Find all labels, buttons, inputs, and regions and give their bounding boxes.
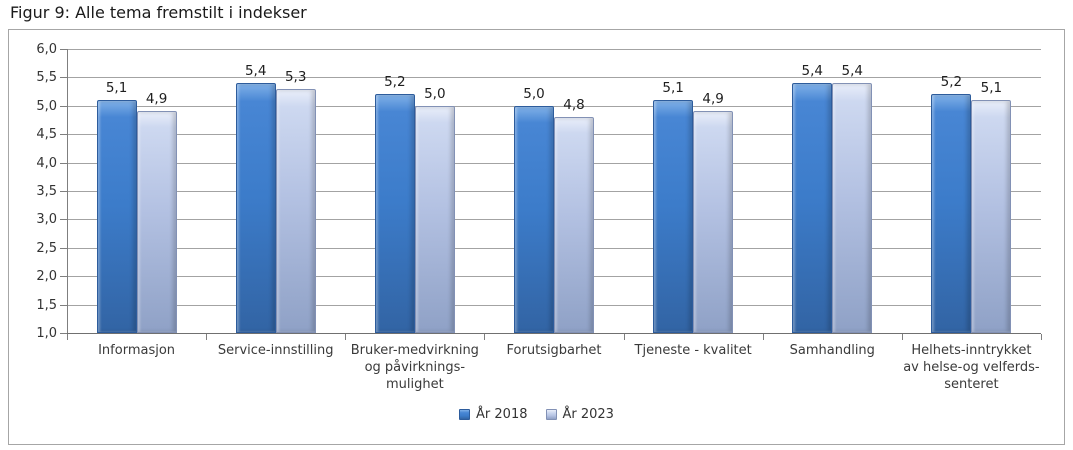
y-tick-label: 5,5	[36, 70, 57, 86]
category-label-line: Helhets-inntrykket	[911, 343, 1032, 358]
bar--r-2023	[832, 83, 873, 333]
x-axis-tick	[206, 334, 208, 340]
category-label-line: av helse-og velferds-	[903, 360, 1040, 375]
category-label-line: Bruker-medvirkning	[350, 343, 479, 358]
bar--r-2023	[275, 88, 316, 333]
bar--r-2018	[96, 100, 137, 333]
bar--r-2023	[971, 100, 1012, 333]
legend: År 2018 År 2023	[9, 408, 1064, 421]
category-label: Service-innstilling	[196, 342, 356, 359]
category-label-line: og påvirknings-	[364, 360, 466, 375]
legend-label: År 2023	[562, 407, 614, 422]
category-label-line: Tjeneste - kvalitet	[634, 343, 752, 358]
y-axis-tick	[60, 134, 67, 136]
bar--r-2018	[235, 83, 276, 333]
y-tick-label: 1,0	[36, 326, 57, 341]
value-label: 5,4	[841, 63, 864, 80]
value-label: 4,9	[702, 91, 724, 108]
y-axis-tick	[60, 77, 67, 79]
bar--r-2018	[374, 94, 415, 333]
category-label: Samhandling	[752, 342, 912, 359]
value-label: 4,9	[145, 91, 168, 108]
y-axis-tick	[60, 304, 67, 306]
y-axis	[67, 49, 68, 333]
legend-swatch-icon	[545, 409, 557, 420]
value-label: 5,1	[980, 80, 1003, 97]
legend-item-0: År 2018	[459, 407, 528, 422]
y-axis-tick	[60, 105, 67, 107]
value-label: 5,0	[424, 85, 446, 102]
x-axis-tick	[484, 334, 486, 340]
bar--r-2023	[554, 117, 594, 333]
bar--r-2023	[136, 111, 177, 333]
y-axis-tick	[60, 49, 67, 50]
y-axis-tick	[60, 191, 67, 192]
value-label: 5,2	[940, 74, 963, 91]
gridline	[67, 105, 1041, 107]
category-label: Informasjon	[57, 342, 217, 359]
y-tick-label: 3,0	[36, 212, 57, 228]
chart-area: År 2018 År 2023 1,0 1,5 2,0 2,5 3,0 3,5 4,0 4,5 5…	[8, 29, 1065, 445]
category-label: Tjeneste - kvalitet	[613, 342, 773, 359]
y-axis-tick	[60, 333, 67, 334]
y-tick-label: 4,0	[36, 155, 57, 171]
x-axis-tick	[1041, 334, 1042, 340]
bar--r-2023	[693, 111, 734, 333]
value-label: 5,3	[284, 68, 307, 85]
x-axis-tick	[67, 334, 68, 340]
category-label-line: Forutsigbarhet	[506, 343, 602, 358]
value-label: 5,2	[384, 74, 406, 91]
category-label: Forutsigbarhet	[474, 342, 634, 359]
bar--r-2018	[514, 105, 554, 333]
x-axis	[67, 333, 1041, 334]
y-tick-label: 3,5	[36, 184, 57, 199]
category-label: Bruker-medvirkning og påvirknings-mulighe…	[335, 342, 495, 393]
value-label: 4,8	[563, 97, 585, 114]
y-axis-tick	[60, 247, 67, 249]
bar--r-2018	[653, 100, 694, 333]
category-label-line: Informasjon	[98, 343, 176, 358]
category-label-line: senteret	[944, 377, 999, 392]
bar--r-2018	[792, 83, 833, 333]
category-label-line: Service-innstilling	[217, 343, 334, 358]
category-label-line: mulighet	[385, 377, 444, 392]
x-axis-tick	[762, 334, 764, 340]
y-axis-tick	[60, 162, 67, 164]
value-label: 5,1	[105, 80, 128, 97]
x-axis-tick	[901, 334, 903, 340]
value-label: 5,4	[801, 63, 824, 80]
y-axis-tick	[60, 276, 67, 278]
legend-item-1: År 2023	[545, 407, 614, 422]
y-tick-label: 6,0	[36, 42, 57, 57]
x-axis-tick	[623, 334, 625, 340]
y-tick-label: 2,0	[36, 269, 57, 285]
value-label: 5,1	[662, 80, 684, 97]
legend-swatch-icon	[459, 409, 471, 420]
value-label: 5,4	[244, 63, 267, 80]
gridline	[67, 49, 1041, 50]
chart-title: Figur 9: Alle tema fremstilt i indekser	[10, 3, 307, 22]
y-tick-label: 2,5	[36, 240, 57, 256]
category-label: Helhets-inntrykket av helse-og velferds-s…	[891, 342, 1051, 393]
y-tick-label: 4,5	[36, 127, 57, 143]
legend-label: År 2018	[476, 407, 528, 422]
y-tick-label: 1,5	[36, 297, 57, 313]
y-tick-label: 5,0	[36, 98, 57, 114]
category-label-line: Samhandling	[789, 343, 875, 358]
y-axis-tick	[60, 219, 67, 221]
gridline	[67, 77, 1041, 79]
value-label: 5,0	[523, 85, 545, 102]
bar--r-2023	[414, 105, 455, 333]
x-axis-tick	[345, 334, 347, 340]
bar--r-2018	[931, 94, 972, 333]
